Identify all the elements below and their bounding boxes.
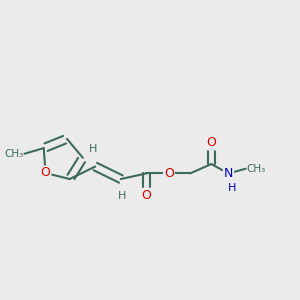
Text: O: O <box>142 189 152 202</box>
Text: N: N <box>224 167 233 180</box>
Text: H: H <box>118 191 126 202</box>
Text: O: O <box>40 167 50 179</box>
Text: O: O <box>164 167 174 180</box>
Text: H: H <box>89 144 98 154</box>
Text: O: O <box>206 136 216 149</box>
Text: CH₃: CH₃ <box>247 164 266 174</box>
Text: CH₃: CH₃ <box>4 149 23 159</box>
Text: H: H <box>228 183 236 193</box>
